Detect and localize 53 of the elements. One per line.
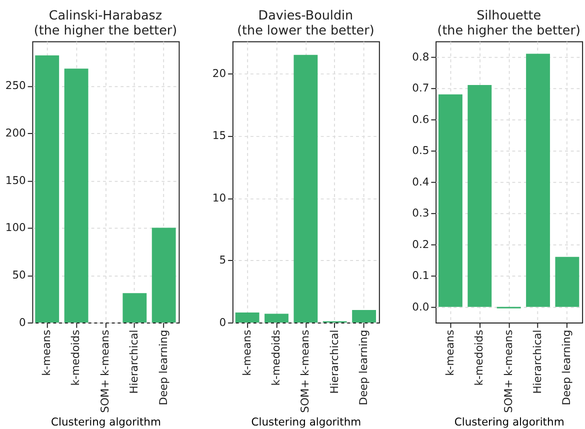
chart-title: Calinski-Harabasz (the higher the better) <box>34 8 178 38</box>
bar <box>438 94 462 307</box>
bar <box>294 54 318 322</box>
x-axis-title: Clustering algorithm <box>51 416 161 429</box>
bar <box>526 54 550 307</box>
y-tick-label: 200 <box>5 126 26 140</box>
x-tick-label: Hierarchical <box>128 330 141 394</box>
y-tick-label: 0 <box>19 316 26 329</box>
x-tick-label: Deep learning <box>356 330 370 406</box>
bar <box>235 312 260 322</box>
y-tick-label: 0.2 <box>412 238 430 251</box>
x-axis-title: Clustering algorithm <box>251 416 362 429</box>
bar <box>264 314 288 322</box>
bar <box>122 293 147 322</box>
y-tick-label: 0.1 <box>412 269 430 282</box>
x-tick-label: SOM+ k-means <box>298 329 312 413</box>
x-tick-label: k-means <box>443 329 456 376</box>
y-tick-label: 0.6 <box>412 112 430 126</box>
x-tick-label: k-medoids <box>269 329 282 386</box>
y-tick-label: 50 <box>12 268 26 282</box>
x-tick-label: k-means <box>240 329 254 376</box>
bar <box>152 228 176 322</box>
x-tick-label: Hierarchical <box>328 330 341 394</box>
x-tick-label: k-medoids <box>69 329 82 386</box>
y-tick-label: 100 <box>5 221 26 234</box>
bar <box>468 84 492 307</box>
x-tick-label: SOM+ k-means <box>98 329 112 413</box>
x-tick-label: Hierarchical <box>530 330 544 394</box>
bar <box>555 256 580 307</box>
y-tick-label: 0.4 <box>412 175 430 188</box>
x-tick-label: Deep learning <box>156 330 170 406</box>
y-tick-label: 20 <box>212 66 226 80</box>
bar <box>64 68 88 322</box>
y-tick-label: 0 <box>219 316 226 329</box>
y-tick-label: 250 <box>5 79 26 92</box>
x-axis-title: Clustering algorithm <box>454 416 564 429</box>
y-tick-label: 15 <box>212 129 226 142</box>
chart-title: Silhouette (the higher the better) <box>437 8 580 38</box>
y-tick-label: 0.5 <box>412 144 430 158</box>
x-tick-label: k-medoids <box>472 329 486 386</box>
y-tick-label: 5 <box>219 254 226 267</box>
y-tick-label: 10 <box>212 191 226 204</box>
y-tick-label: 150 <box>5 174 26 187</box>
chart-title: Davies-Bouldin (the lower the better) <box>237 8 374 38</box>
y-tick-label: 0.8 <box>412 50 430 64</box>
bar <box>35 55 60 322</box>
y-tick-label: 0.7 <box>412 82 430 95</box>
x-tick-label: SOM+ k-means <box>502 329 515 413</box>
x-tick-label: k-means <box>40 329 54 376</box>
x-tick-label: Deep learning <box>560 330 574 406</box>
bar <box>352 310 376 322</box>
y-tick-label: 0.0 <box>412 300 430 314</box>
y-tick-label: 0.3 <box>412 206 430 220</box>
